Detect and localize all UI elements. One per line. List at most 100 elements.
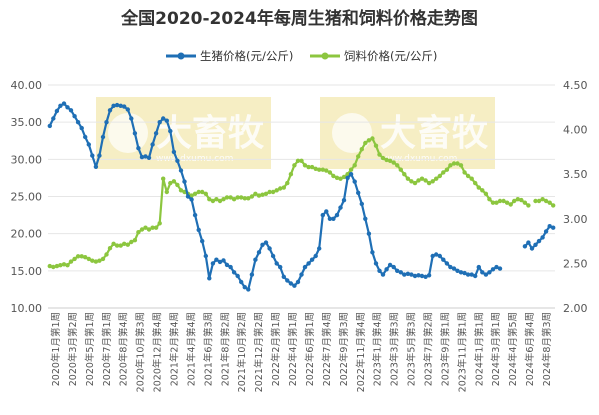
- feed-point[interactable]: [455, 161, 460, 166]
- feed-point[interactable]: [551, 203, 556, 208]
- feed-point[interactable]: [480, 188, 485, 193]
- feed-point[interactable]: [200, 189, 205, 195]
- pig-point[interactable]: [285, 278, 290, 283]
- feed-point[interactable]: [100, 256, 106, 262]
- feed-point[interactable]: [281, 185, 286, 190]
- feed-point[interactable]: [465, 173, 471, 179]
- pig-point[interactable]: [72, 114, 77, 119]
- feed-point[interactable]: [47, 263, 52, 269]
- feed-point[interactable]: [501, 198, 506, 204]
- pig-point[interactable]: [412, 273, 418, 279]
- feed-point[interactable]: [490, 200, 496, 205]
- pig-point[interactable]: [526, 240, 531, 245]
- feed-point[interactable]: [536, 198, 542, 204]
- pig-point[interactable]: [136, 146, 141, 151]
- pig-point[interactable]: [203, 253, 208, 259]
- pig-point[interactable]: [480, 270, 485, 275]
- feed-point[interactable]: [104, 252, 109, 257]
- pig-point[interactable]: [317, 246, 322, 251]
- pig-point[interactable]: [299, 272, 304, 277]
- feed-point[interactable]: [153, 225, 159, 230]
- feed-point[interactable]: [373, 143, 379, 148]
- feed-point[interactable]: [444, 167, 450, 172]
- pig-point[interactable]: [395, 268, 400, 273]
- feed-point[interactable]: [473, 180, 478, 186]
- pig-point[interactable]: [221, 258, 226, 263]
- pig-point[interactable]: [363, 216, 368, 221]
- pig-point[interactable]: [228, 264, 233, 270]
- feed-point[interactable]: [228, 195, 233, 200]
- pig-point[interactable]: [274, 261, 279, 266]
- feed-point[interactable]: [497, 198, 503, 204]
- feed-point[interactable]: [324, 168, 329, 173]
- pig-point[interactable]: [93, 164, 99, 169]
- feed-point[interactable]: [192, 191, 198, 196]
- feed-point[interactable]: [278, 186, 283, 191]
- pig-point[interactable]: [536, 238, 542, 244]
- pig-point[interactable]: [309, 257, 315, 262]
- pig-point[interactable]: [139, 154, 145, 160]
- pig-point[interactable]: [146, 155, 152, 160]
- pig-point[interactable]: [270, 253, 276, 259]
- feed-point[interactable]: [292, 163, 297, 168]
- feed-point[interactable]: [426, 180, 432, 186]
- pig-point[interactable]: [522, 244, 528, 249]
- pig-point[interactable]: [79, 125, 84, 131]
- pig-point[interactable]: [47, 123, 52, 129]
- feed-point[interactable]: [214, 197, 219, 202]
- pig-point[interactable]: [185, 194, 191, 199]
- pig-point[interactable]: [295, 279, 301, 285]
- pig-point[interactable]: [373, 261, 379, 266]
- pig-point[interactable]: [387, 262, 393, 268]
- feed-point[interactable]: [288, 172, 294, 177]
- feed-point[interactable]: [402, 172, 407, 177]
- pig-point[interactable]: [129, 116, 134, 121]
- pig-point[interactable]: [540, 235, 545, 240]
- pig-point[interactable]: [118, 103, 123, 109]
- pig-point[interactable]: [451, 266, 457, 271]
- feed-point[interactable]: [249, 194, 255, 199]
- pig-point[interactable]: [547, 224, 552, 229]
- pig-point[interactable]: [224, 262, 230, 268]
- pig-point[interactable]: [210, 261, 216, 266]
- pig-point[interactable]: [171, 149, 177, 155]
- feed-point[interactable]: [504, 200, 510, 205]
- feed-point[interactable]: [370, 136, 375, 141]
- feed-point[interactable]: [441, 170, 446, 175]
- pig-point[interactable]: [405, 271, 411, 276]
- pig-point[interactable]: [65, 105, 70, 110]
- pig-point[interactable]: [214, 257, 219, 262]
- pig-point[interactable]: [370, 250, 375, 255]
- feed-point[interactable]: [341, 174, 347, 180]
- pig-point[interactable]: [111, 103, 116, 109]
- feed-point[interactable]: [75, 254, 81, 259]
- pig-point[interactable]: [551, 225, 556, 230]
- pig-point[interactable]: [122, 104, 127, 109]
- pig-point[interactable]: [90, 153, 95, 158]
- feed-point[interactable]: [412, 180, 418, 186]
- pig-point[interactable]: [61, 101, 67, 106]
- feed-point[interactable]: [416, 178, 421, 183]
- pig-point[interactable]: [462, 270, 467, 276]
- feed-point[interactable]: [494, 200, 499, 205]
- feed-point[interactable]: [231, 197, 237, 202]
- pig-point[interactable]: [267, 246, 272, 251]
- feed-point[interactable]: [515, 197, 520, 202]
- pig-point[interactable]: [434, 252, 439, 257]
- pig-point[interactable]: [97, 153, 102, 158]
- feed-point[interactable]: [164, 189, 169, 195]
- feed-point[interactable]: [409, 179, 414, 184]
- feed-point[interactable]: [487, 197, 492, 202]
- feed-point[interactable]: [458, 163, 464, 168]
- pig-point[interactable]: [231, 270, 237, 275]
- pig-point[interactable]: [483, 272, 489, 277]
- pig-point[interactable]: [150, 142, 155, 147]
- pig-point[interactable]: [302, 264, 308, 270]
- pig-point[interactable]: [391, 264, 396, 270]
- feed-point[interactable]: [356, 154, 361, 159]
- pig-point[interactable]: [327, 216, 333, 221]
- pig-point[interactable]: [253, 257, 258, 262]
- feed-point[interactable]: [547, 200, 552, 205]
- pig-point[interactable]: [132, 131, 138, 136]
- pig-point[interactable]: [348, 172, 354, 177]
